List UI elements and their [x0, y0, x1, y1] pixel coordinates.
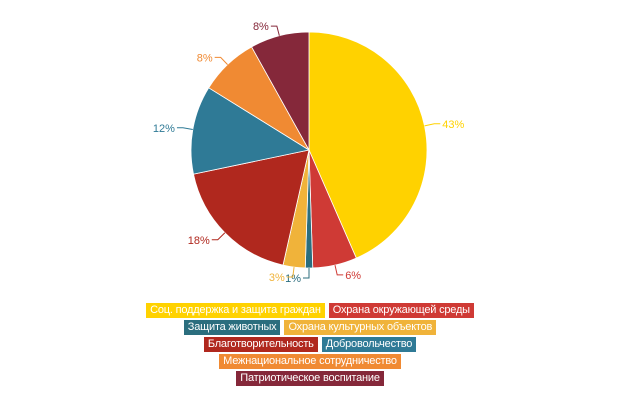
label-leader-line [270, 25, 280, 36]
legend-item[interactable]: Межнациональное сотрудничество [219, 354, 401, 369]
pie-slice[interactable] [193, 149, 310, 266]
label-leader-line [334, 264, 344, 276]
legend-item[interactable]: Добровольчество [321, 337, 417, 352]
legend-row: Соц. поддержка и защита граждан Охрана ок… [0, 303, 620, 318]
data-label: 18% [188, 235, 210, 247]
label-leader-line [303, 268, 310, 279]
data-label: 43% [442, 119, 464, 131]
legend-item[interactable]: Благотворительность [203, 337, 318, 352]
data-label: 8% [197, 52, 213, 64]
pie-slice[interactable] [251, 31, 310, 152]
label-leader-line [214, 56, 228, 65]
data-label: 12% [153, 123, 175, 135]
label-leader-line [211, 232, 226, 241]
legend-item[interactable]: Охрана культурных объектов [284, 320, 437, 335]
label-leader-line [424, 123, 441, 127]
data-label: 6% [345, 270, 361, 282]
data-label: 1% [285, 273, 301, 285]
legend-item[interactable]: Защита животных [183, 320, 281, 335]
label-leader-line [286, 266, 295, 278]
legend-item[interactable]: Соц. поддержка и защита граждан [146, 303, 325, 318]
data-label: 3% [269, 272, 285, 284]
legend-item[interactable]: Патриотическое воспитание [236, 371, 384, 386]
legend-row: Благотворительность Добровольчество [0, 337, 620, 352]
legend-row: Межнациональное сотрудничество [0, 354, 620, 369]
pie-chart: 43% 6% 1%3% 18% 12% 8% 8% [153, 21, 465, 285]
legend-row: Защита животных Охрана культурных объекто… [0, 320, 620, 335]
legend-row: Патриотическое воспитание [0, 371, 620, 386]
legend-item[interactable]: Охрана окружающей среды [328, 303, 474, 318]
legend: Соц. поддержка и защита граждан Охрана ок… [0, 303, 620, 388]
label-leader-line [176, 127, 193, 131]
data-label: 8% [253, 21, 269, 33]
